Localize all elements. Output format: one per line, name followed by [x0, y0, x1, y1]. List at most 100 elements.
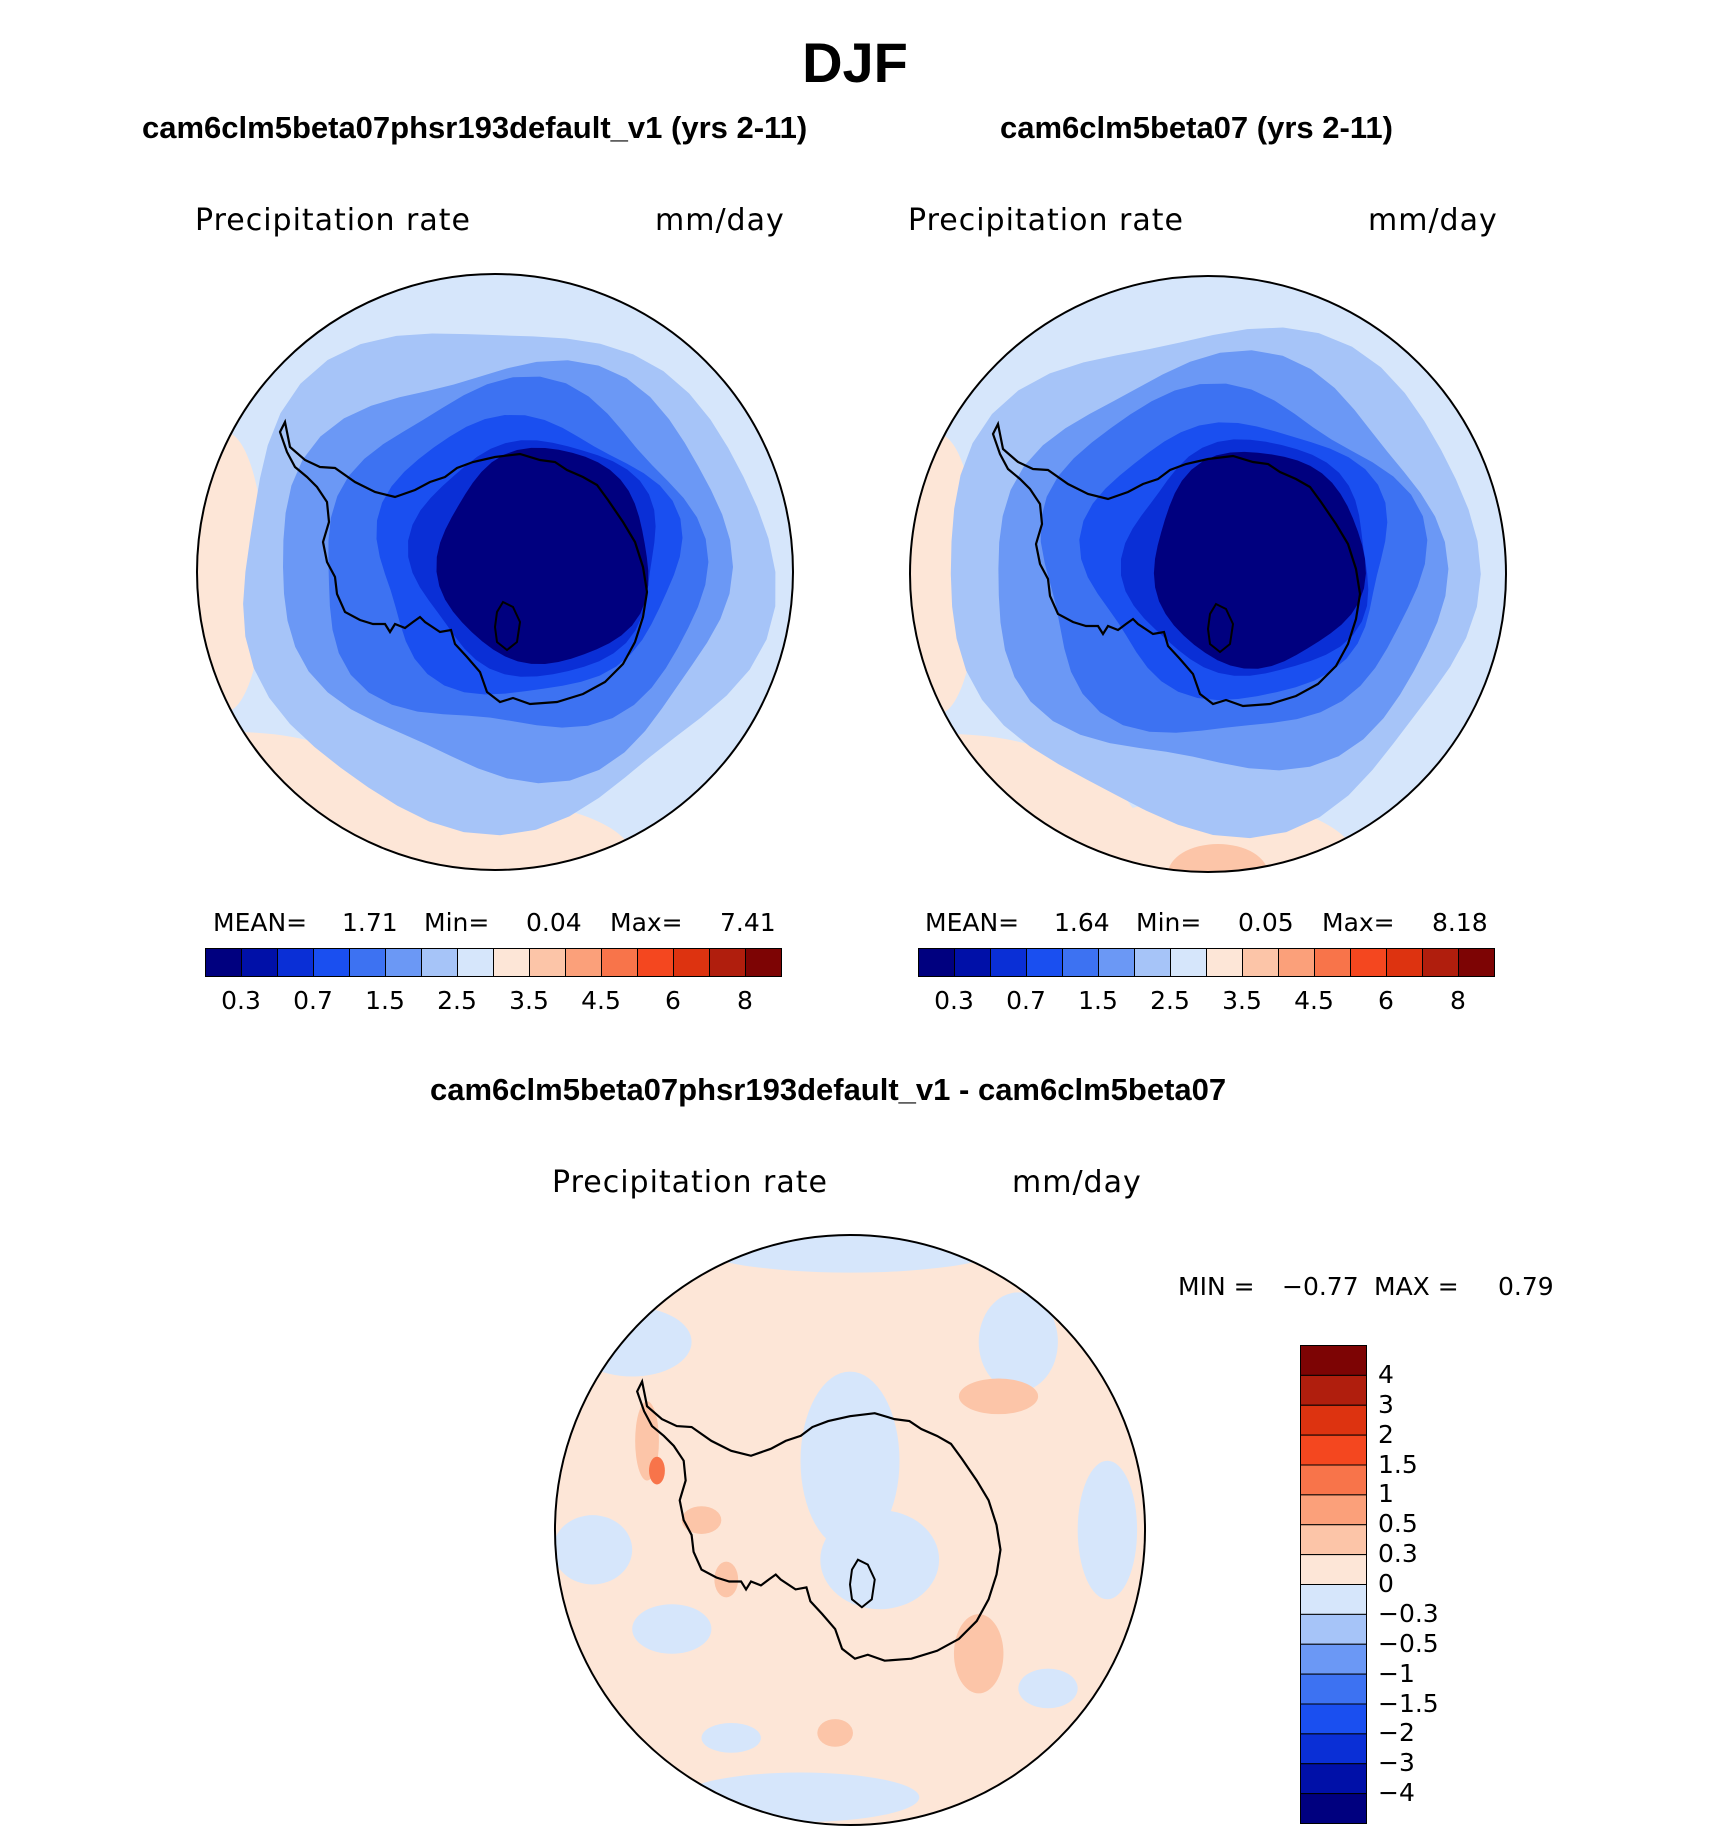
colorbar-swatch — [1098, 948, 1135, 977]
colorbar-swatch — [709, 948, 746, 977]
colorbar-tick-label: 0.3 — [934, 986, 974, 1015]
panel-2-max-value: 8.18 — [1432, 908, 1488, 937]
difference-anomaly-region — [681, 1772, 920, 1823]
panel-1-title: cam6clm5beta07phsr193default_v1 (yrs 2-1… — [142, 110, 808, 145]
figure-title: DJF — [802, 31, 908, 94]
panel-1-units: mm/day — [655, 203, 785, 238]
colorbar-swatch — [241, 948, 278, 977]
colorbar-difference — [1300, 1345, 1367, 1824]
colorbar-swatch — [565, 948, 602, 977]
colorbar-tick-label: 1 — [1378, 1479, 1394, 1509]
difference-anomaly-region — [701, 1723, 761, 1753]
panel-2-min-label: Min= — [1136, 908, 1202, 937]
colorbar-swatch — [1300, 1524, 1367, 1556]
colorbar-tick-label: 2.5 — [437, 986, 477, 1015]
antarctica-coastline — [991, 420, 1362, 708]
colorbar-swatch — [1300, 1584, 1367, 1615]
difference-max-label: MAX = — [1374, 1272, 1459, 1301]
colorbar-swatch — [205, 948, 242, 977]
panel-1-min-label: Min= — [424, 908, 490, 937]
colorbar-tick-label: 3.5 — [509, 986, 549, 1015]
colorbar-tick-label: 1.5 — [1078, 986, 1118, 1015]
panel-2-max-label: Max= — [1322, 908, 1395, 937]
colorbar-tick-label: 8 — [1450, 986, 1466, 1015]
colorbar-tick-label: 0.5 — [1378, 1509, 1418, 1539]
colorbar-swatch — [745, 948, 782, 977]
precip-contour-region — [436, 447, 649, 664]
colorbar-swatch — [1242, 948, 1279, 977]
map-fill — [910, 276, 1506, 872]
colorbar-tick-label: −1 — [1378, 1658, 1415, 1688]
panel-1-mean-value: 1.71 — [342, 908, 398, 937]
colorbar-swatch — [601, 948, 638, 977]
difference-anomaly-region — [953, 1614, 1004, 1694]
warm-anomaly-region — [1168, 844, 1268, 872]
difference-anomaly-region — [554, 1515, 633, 1585]
map-boundary — [909, 275, 1507, 873]
colorbar-panel-1 — [205, 948, 782, 977]
colorbar-swatch — [1278, 948, 1315, 977]
colorbar-swatch — [1300, 1673, 1367, 1705]
colorbar-tick-label: 4.5 — [1294, 986, 1334, 1015]
colorbar-swatch — [918, 948, 955, 977]
colorbar-tick-label: 6 — [1378, 986, 1394, 1015]
colorbar-swatch — [990, 948, 1027, 977]
colorbar-swatch — [349, 948, 386, 977]
difference-max-value: 0.79 — [1498, 1272, 1554, 1301]
colorbar-swatch — [1300, 1374, 1367, 1406]
colorbar-panel-2 — [918, 948, 1495, 977]
colorbar-tick-label: 0 — [1378, 1569, 1394, 1598]
map-boundary — [553, 1233, 1147, 1827]
map-fill — [197, 274, 793, 870]
colorbar-swatch — [277, 948, 314, 977]
difference-units: mm/day — [1012, 1165, 1142, 1200]
antarctica-coastline — [278, 418, 649, 706]
colorbar-tick-label: 4 — [1378, 1359, 1394, 1389]
panel-2-variable: Precipitation rate — [908, 203, 1184, 238]
colorbar-tick-label: −2 — [1378, 1718, 1415, 1748]
colorbar-tick-label: 0.3 — [221, 986, 261, 1015]
colorbar-swatch — [1300, 1404, 1367, 1436]
difference-anomaly-region — [1077, 1460, 1138, 1600]
colorbar-swatch — [1062, 948, 1099, 977]
colorbar-tick-label: 8 — [737, 986, 753, 1015]
panel-1-max-label: Max= — [610, 908, 683, 937]
colorbar-tick-label: 0.3 — [1378, 1539, 1418, 1569]
panel-1-mean-label: MEAN= — [213, 908, 308, 937]
colorbar-tick-label: −0.3 — [1378, 1598, 1439, 1628]
colorbar-swatch — [1300, 1464, 1367, 1496]
panel-2-min-value: 0.05 — [1238, 908, 1294, 937]
colorbar-swatch — [954, 948, 991, 977]
ice-shelf-outline — [493, 600, 522, 652]
colorbar-swatch — [1350, 948, 1387, 977]
colorbar-swatch — [1300, 1763, 1367, 1795]
ice-shelf-outline — [849, 1558, 876, 1609]
colorbar-tick-label: 0.7 — [1006, 986, 1046, 1015]
colorbar-tick-label: 1.5 — [365, 986, 405, 1015]
difference-anomaly-region — [978, 1292, 1058, 1392]
colorbar-swatch — [1300, 1613, 1367, 1645]
colorbar-tick-label: 1.5 — [1378, 1449, 1418, 1479]
panel-1-max-value: 7.41 — [720, 908, 776, 937]
colorbar-swatch — [1300, 1434, 1367, 1466]
antarctica-coastline — [635, 1378, 1002, 1662]
difference-anomaly-region — [691, 1234, 1009, 1273]
colorbar-swatch — [1170, 948, 1207, 977]
map-difference — [553, 1233, 1147, 1827]
colorbar-tick-label: 3 — [1378, 1389, 1394, 1419]
difference-anomaly-region — [649, 1456, 665, 1485]
colorbar-swatch — [1300, 1793, 1367, 1824]
colorbar-swatch — [529, 948, 566, 977]
panel-2-units: mm/day — [1368, 203, 1498, 238]
colorbar-tick-label: −0.5 — [1378, 1628, 1439, 1658]
colorbar-swatch — [637, 948, 674, 977]
difference-title: cam6clm5beta07phsr193default_v1 - cam6cl… — [430, 1072, 1227, 1107]
difference-anomaly-region — [681, 1506, 722, 1534]
difference-anomaly-region — [800, 1371, 900, 1550]
precip-contour-region — [1153, 451, 1366, 669]
colorbar-tick-label: −3 — [1378, 1748, 1415, 1778]
colorbar-tick-label: −4 — [1378, 1778, 1415, 1808]
colorbar-swatch — [1422, 948, 1459, 977]
panel-1-variable: Precipitation rate — [195, 203, 471, 238]
colorbar-tick-label: −1.5 — [1378, 1688, 1439, 1718]
